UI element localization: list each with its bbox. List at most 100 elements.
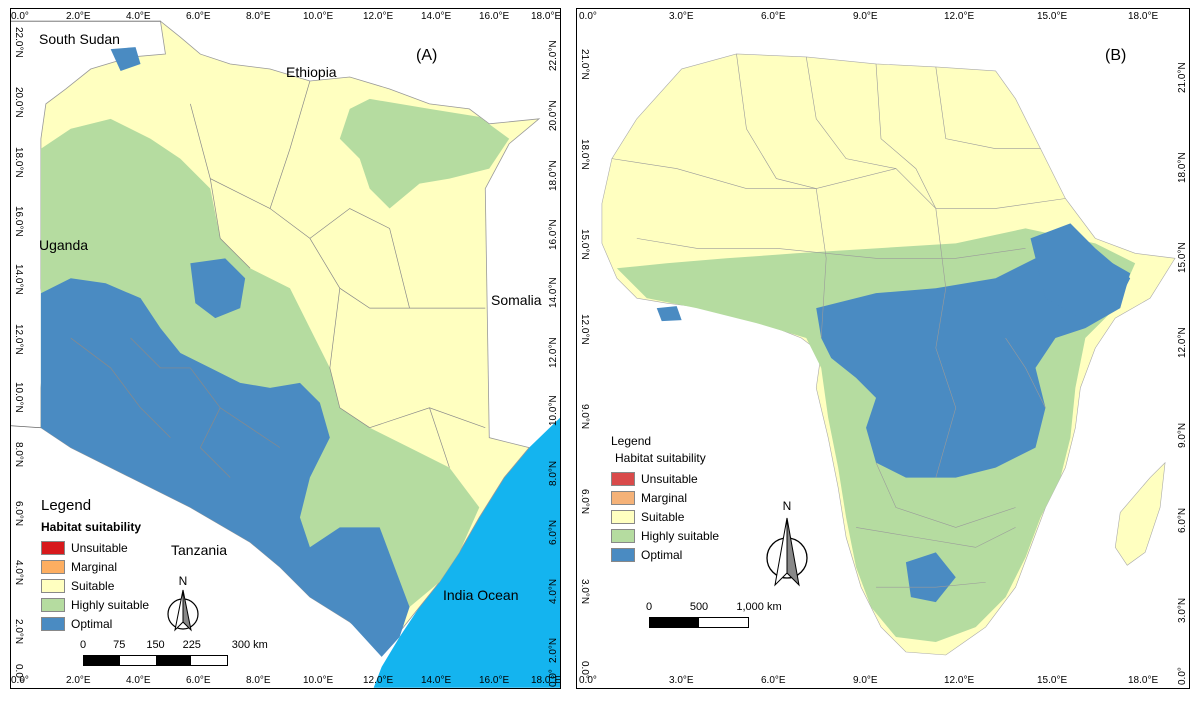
scale-label: 0: [645, 601, 653, 613]
tick-label: 18.0°N: [1177, 152, 1188, 183]
optimal-region-southwest: [40, 278, 410, 657]
legend-label: Optimal: [71, 616, 113, 631]
tick-label: 9.0°E: [853, 675, 878, 686]
legend-swatch: [611, 509, 635, 524]
tick-label: 18.0°N: [579, 139, 590, 170]
tick-label: 18.0°E: [531, 11, 561, 22]
tick-label: 14.0°N: [13, 264, 24, 295]
tick-label: 15.0°E: [1037, 675, 1068, 686]
legend-item: Unsuitable: [611, 469, 719, 488]
highly-suitable-region-west: [40, 118, 480, 618]
tick-label: 0.0°: [548, 669, 559, 687]
legend-title: Legend: [611, 434, 652, 448]
tick-label: 0.0°: [579, 675, 597, 686]
tick-label: 6.0°N: [579, 489, 590, 515]
legend-label: Unsuitable: [71, 540, 128, 555]
legend-label: Highly suitable: [71, 597, 150, 612]
optimal-region-sahel-east: [816, 243, 1131, 478]
scale-label: 150: [146, 639, 165, 651]
tick-label: 0.0°: [11, 675, 29, 686]
tick-label: 9.0°N: [579, 404, 590, 430]
legend-label: Suitable: [71, 578, 115, 593]
optimal-region-horn: [1030, 223, 1131, 319]
tick-label: 12.0°E: [363, 11, 394, 22]
legend-label: Unsuitable: [641, 471, 698, 486]
legend-label: Suitable: [641, 509, 685, 524]
tick-label: 10.0°N: [548, 395, 559, 426]
tick-label: 6.0°E: [186, 11, 211, 22]
map-legend: Legend Habitat suitability Unsuitable Ma…: [611, 434, 719, 564]
tick-label: 16.0°N: [13, 206, 24, 237]
tick-label: 4.0°E: [126, 11, 151, 22]
tick-label: 12.0°N: [548, 337, 559, 368]
optimal-region-south: [905, 552, 956, 603]
scale-label: 225: [182, 639, 201, 651]
kenya-map: [11, 20, 560, 688]
border-line: [11, 425, 41, 429]
tick-label: 21.0°N: [1177, 62, 1188, 93]
compass-icon: [167, 589, 199, 632]
compass-icon: [766, 517, 808, 587]
tick-label: 15.0°E: [1037, 11, 1068, 22]
legend-swatch: [611, 528, 635, 543]
country-label-somalia: Somalia: [491, 292, 542, 308]
tick-label: 12.0°E: [944, 675, 975, 686]
legend-swatch: [41, 597, 65, 612]
tick-label: 15.0°N: [579, 229, 590, 260]
north-arrow: N: [163, 574, 203, 634]
tick-label: 8.0°E: [246, 675, 271, 686]
tick-label: 10.0°E: [303, 11, 334, 22]
north-arrow: N: [762, 499, 812, 589]
map-panel-kenya: 0.0° 2.0°E 4.0°E 6.0°E 8.0°E 10.0°E 12.0…: [10, 8, 561, 689]
tick-label: 14.0°E: [421, 675, 452, 686]
tick-label: 20.0°N: [548, 100, 559, 131]
tick-label: 3.0°E: [669, 11, 694, 22]
tick-label: 2.0°E: [66, 675, 91, 686]
legend-label: Highly suitable: [641, 528, 720, 543]
scale-bar-segments: [649, 617, 749, 628]
tick-label: 8.0°N: [548, 460, 559, 486]
tick-label: 12.0°N: [13, 324, 24, 355]
tick-label: 18.0°E: [531, 675, 561, 686]
tick-label: 22.0°N: [13, 27, 24, 58]
ocean-label: India Ocean: [443, 587, 519, 603]
tick-label: 16.0°E: [479, 675, 510, 686]
tick-label: 0.0°: [13, 664, 24, 682]
africa-map: [601, 53, 1176, 656]
legend-swatch: [41, 578, 65, 593]
scale-label: 0: [79, 639, 87, 651]
tick-label: 2.0°N: [13, 619, 24, 645]
tick-label: 3.0°E: [669, 675, 694, 686]
scale-label: 500: [689, 601, 709, 613]
legend-item: Highly suitable: [41, 595, 149, 614]
legend-item: Suitable: [611, 507, 719, 526]
tick-label: 9.0°E: [853, 11, 878, 22]
legend-swatch: [41, 540, 65, 555]
scale-bar: 0 75 150 225 300 km: [79, 639, 268, 666]
tick-label: 0.0°: [579, 11, 597, 22]
legend-swatch: [611, 547, 635, 562]
legend-item: Marginal: [611, 488, 719, 507]
legend-label: Marginal: [641, 490, 688, 505]
tick-label: 18.0°N: [13, 147, 24, 178]
country-label-ethiopia: Ethiopia: [286, 64, 337, 80]
legend-swatch: [41, 616, 65, 631]
tick-label: 6.0°E: [761, 11, 786, 22]
tick-label: 2.0°N: [548, 637, 559, 663]
north-label: N: [782, 499, 792, 513]
legend-label: Marginal: [71, 559, 118, 574]
legend-title: Legend: [41, 497, 92, 514]
tick-label: 22.0°N: [548, 40, 559, 71]
scale-label: 300 km: [231, 639, 268, 651]
tick-label: 10.0°E: [303, 675, 334, 686]
panel-letter: (A): [416, 47, 438, 64]
legend-swatch: [41, 559, 65, 574]
tick-label: 12.0°E: [944, 11, 975, 22]
tick-label: 6.0°E: [761, 675, 786, 686]
scale-label: 75: [113, 639, 126, 651]
legend-item: Suitable: [41, 576, 149, 595]
legend-item: Optimal: [611, 545, 719, 564]
tick-label: 12.0°E: [363, 675, 394, 686]
tick-label: 15.0°N: [1177, 242, 1188, 273]
country-label-south-sudan: South Sudan: [39, 31, 120, 47]
